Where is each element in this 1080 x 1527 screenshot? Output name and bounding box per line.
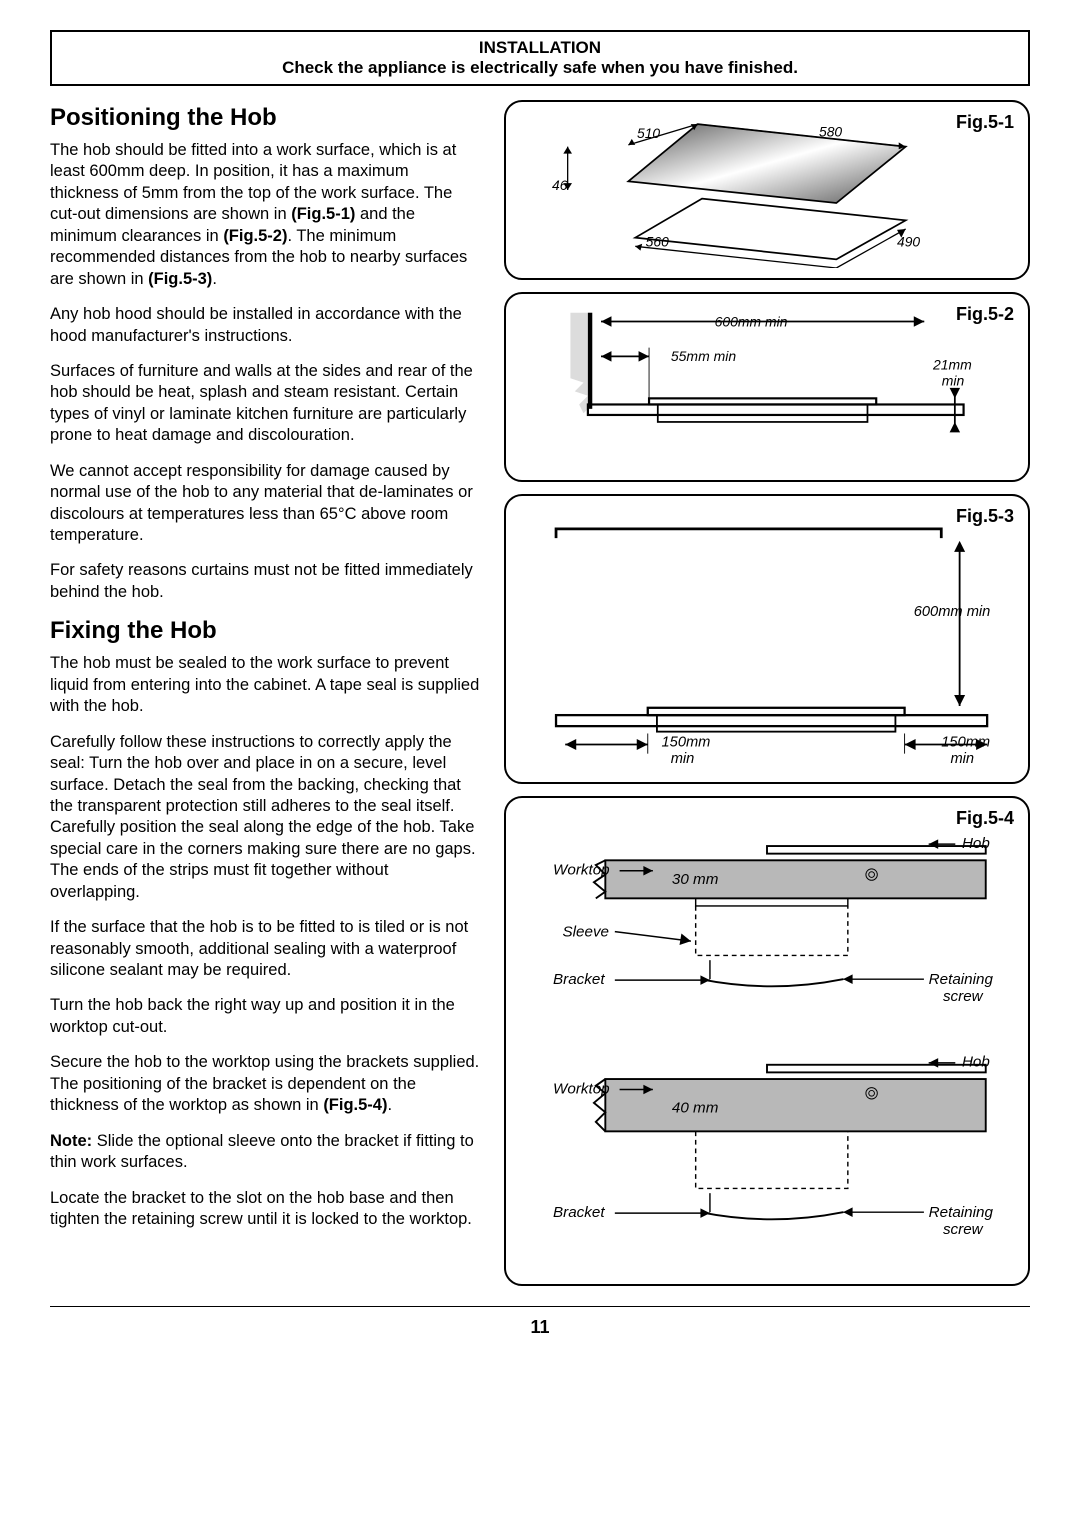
para: Surfaces of furniture and walls at the s… bbox=[50, 361, 480, 447]
header-sub: Check the appliance is electrically safe… bbox=[62, 58, 1018, 78]
svg-text:Worktop: Worktop bbox=[553, 862, 610, 879]
svg-text:Worktop: Worktop bbox=[553, 1080, 610, 1097]
svg-text:580: 580 bbox=[819, 123, 842, 139]
installation-header: INSTALLATION Check the appliance is elec… bbox=[50, 30, 1030, 86]
fig-5-4: Fig.5-4 Worktop 30 mm Hob Sleeve Bracket… bbox=[504, 796, 1030, 1286]
para: Secure the hob to the worktop using the … bbox=[50, 1052, 480, 1116]
svg-text:490: 490 bbox=[897, 233, 920, 249]
svg-text:Retaining: Retaining bbox=[929, 1204, 994, 1221]
para: Any hob hood should be installed in acco… bbox=[50, 304, 480, 347]
svg-text:600mm min: 600mm min bbox=[715, 314, 788, 330]
svg-text:min: min bbox=[950, 751, 974, 767]
svg-text:30 mm: 30 mm bbox=[672, 871, 718, 888]
header-title: INSTALLATION bbox=[62, 38, 1018, 58]
para: Locate the bracket to the slot on the ho… bbox=[50, 1188, 480, 1231]
svg-text:Bracket: Bracket bbox=[553, 971, 605, 988]
svg-text:150mm: 150mm bbox=[941, 734, 990, 750]
svg-text:46: 46 bbox=[552, 177, 568, 193]
svg-text:Sleeve: Sleeve bbox=[563, 923, 609, 940]
fig-label: Fig.5-3 bbox=[956, 506, 1014, 527]
fig-5-3: Fig.5-3 600mm min 150mm min 150mm min bbox=[504, 494, 1030, 784]
svg-text:min: min bbox=[942, 372, 965, 388]
svg-text:min: min bbox=[671, 751, 695, 767]
para: For safety reasons curtains must not be … bbox=[50, 560, 480, 603]
svg-text:55mm min: 55mm min bbox=[671, 348, 736, 364]
svg-text:screw: screw bbox=[943, 1221, 984, 1238]
para: The hob should be fitted into a work sur… bbox=[50, 140, 480, 290]
para: Carefully follow these instructions to c… bbox=[50, 732, 480, 904]
para: Turn the hob back the right way up and p… bbox=[50, 995, 480, 1038]
fig-5-1: Fig.5-1 510 580 46 560 490 bbox=[504, 100, 1030, 280]
figures-column: Fig.5-1 510 580 46 560 490 Fig.5-2 600mm… bbox=[504, 100, 1030, 1286]
svg-text:Hob: Hob bbox=[962, 835, 990, 852]
text-column: Positioning the Hob The hob should be fi… bbox=[50, 100, 480, 1286]
svg-text:Bracket: Bracket bbox=[553, 1204, 605, 1221]
svg-text:screw: screw bbox=[943, 988, 984, 1005]
fig-5-2: Fig.5-2 600mm min 55mm min 21mm min bbox=[504, 292, 1030, 482]
svg-text:600mm min: 600mm min bbox=[914, 604, 991, 620]
para: The hob must be sealed to the work surfa… bbox=[50, 653, 480, 717]
para: Note: Slide the optional sleeve onto the… bbox=[50, 1131, 480, 1174]
svg-text:Hob: Hob bbox=[962, 1054, 990, 1071]
positioning-heading: Positioning the Hob bbox=[50, 104, 480, 132]
svg-text:560: 560 bbox=[646, 233, 669, 249]
fig-label: Fig.5-1 bbox=[956, 112, 1014, 133]
para: We cannot accept responsibility for dama… bbox=[50, 461, 480, 547]
para: If the surface that the hob is to be fit… bbox=[50, 917, 480, 981]
fixing-heading: Fixing the Hob bbox=[50, 617, 480, 645]
page-number: 11 bbox=[50, 1306, 1030, 1338]
fig-label: Fig.5-4 bbox=[956, 808, 1014, 829]
fig-label: Fig.5-2 bbox=[956, 304, 1014, 325]
svg-text:40 mm: 40 mm bbox=[672, 1099, 718, 1116]
svg-text:21mm: 21mm bbox=[932, 357, 972, 373]
svg-text:510: 510 bbox=[637, 125, 660, 141]
svg-text:150mm: 150mm bbox=[662, 734, 711, 750]
svg-text:Retaining: Retaining bbox=[929, 971, 994, 988]
